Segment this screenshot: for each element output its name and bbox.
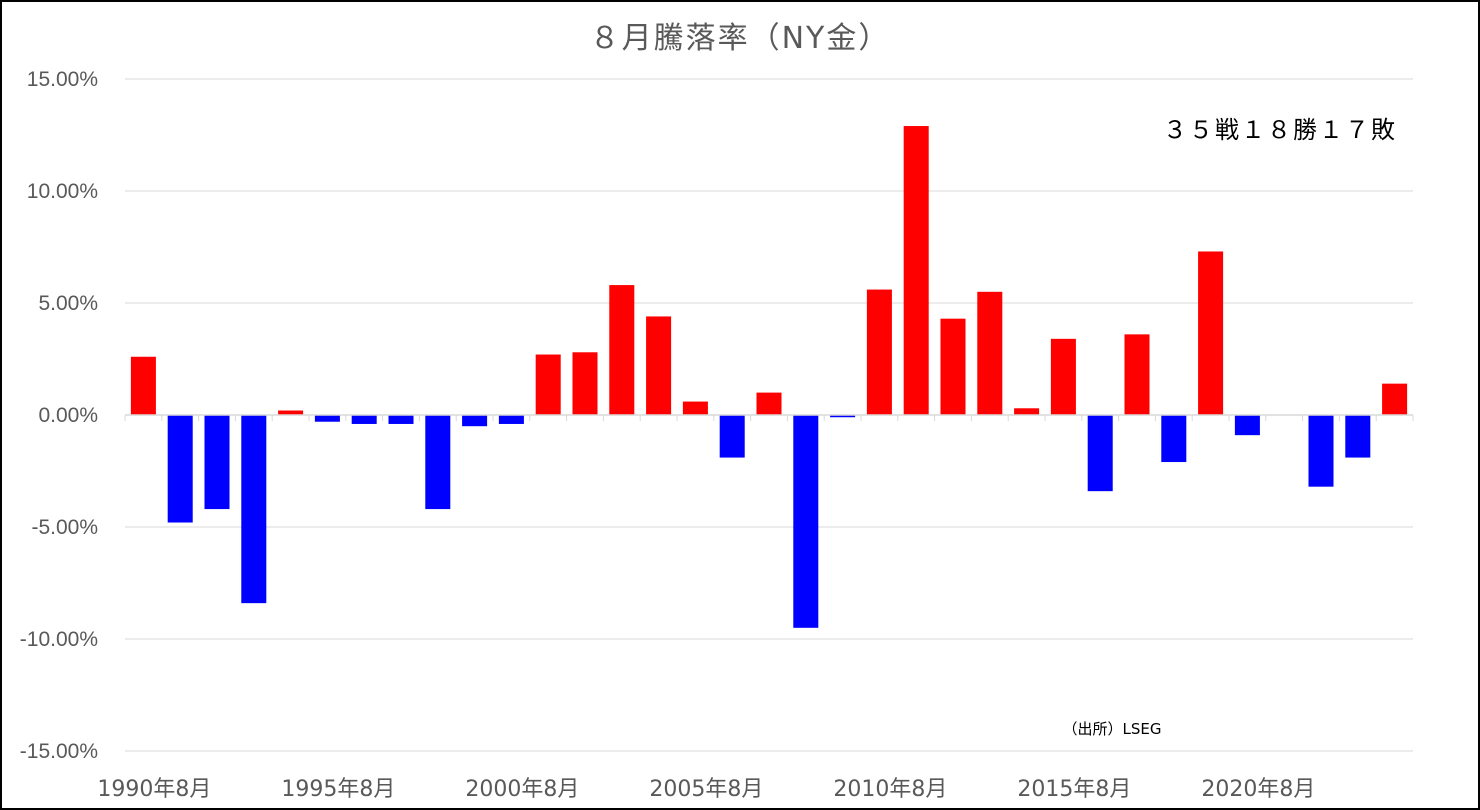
bar [1198,251,1224,415]
bar [830,415,856,418]
bar [1087,415,1113,492]
y-tick-label: -15.00% [20,740,98,763]
bar [646,316,672,415]
x-tick-label: 1990年8月 [97,777,211,802]
bar [130,356,156,415]
y-tick-label: 10.00% [27,180,98,203]
x-tick-label: 1995年8月 [281,777,395,802]
bar [314,415,340,422]
y-tick-label: 15.00% [27,68,98,91]
y-tick-label: 0.00% [38,404,98,427]
y-tick-label: 5.00% [38,292,98,315]
bar [977,291,1003,415]
bar [498,415,524,424]
y-axis-labels: 15.00% 10.00% 5.00% 0.00% -5.00% -10.00% -15.0… [20,68,98,763]
x-tick-label: 2005年8月 [649,777,763,802]
bar [278,410,304,415]
x-tick-label: 2020年8月 [1201,777,1315,802]
source-note: （出所）LSEG [1063,720,1162,738]
gridlines [125,78,1413,752]
win-loss-annotation: ３５戦１８勝１７敗 [1163,116,1397,144]
bar [351,415,377,424]
bar [462,415,488,427]
bars [130,126,1408,628]
bar [866,289,892,415]
x-axis: 1990年8月 1995年8月 2000年8月 2005年8月 2010年8月 2015年… [97,414,1414,802]
bar [609,285,635,415]
bar [1234,415,1260,436]
bar [903,126,929,415]
bar [167,415,193,523]
bar [425,415,451,510]
bar [719,415,745,458]
bar [793,415,819,628]
y-tick-label: -10.00% [20,628,98,651]
bar [682,401,708,415]
bar [388,415,414,424]
x-tick-label: 2015年8月 [1017,777,1131,802]
bar [241,415,267,604]
x-tick-label: 2010年8月 [833,777,947,802]
bar [535,354,561,415]
bar [1124,334,1150,415]
bar [1345,415,1371,458]
bar [1308,415,1334,487]
bar [940,318,966,415]
bar [1382,383,1408,415]
bar [1161,415,1187,463]
chart-title: ８月騰落率（NY金） [590,21,891,56]
bar [1014,408,1040,415]
bar [572,352,598,415]
y-tick-label: -5.00% [31,516,98,539]
bar [1050,338,1076,415]
bar [204,415,230,510]
x-tick-label: 2000年8月 [465,777,579,802]
bar [756,392,782,415]
